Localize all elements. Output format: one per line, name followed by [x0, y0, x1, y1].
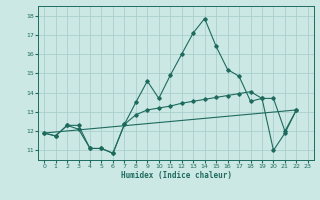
X-axis label: Humidex (Indice chaleur): Humidex (Indice chaleur)	[121, 171, 231, 180]
